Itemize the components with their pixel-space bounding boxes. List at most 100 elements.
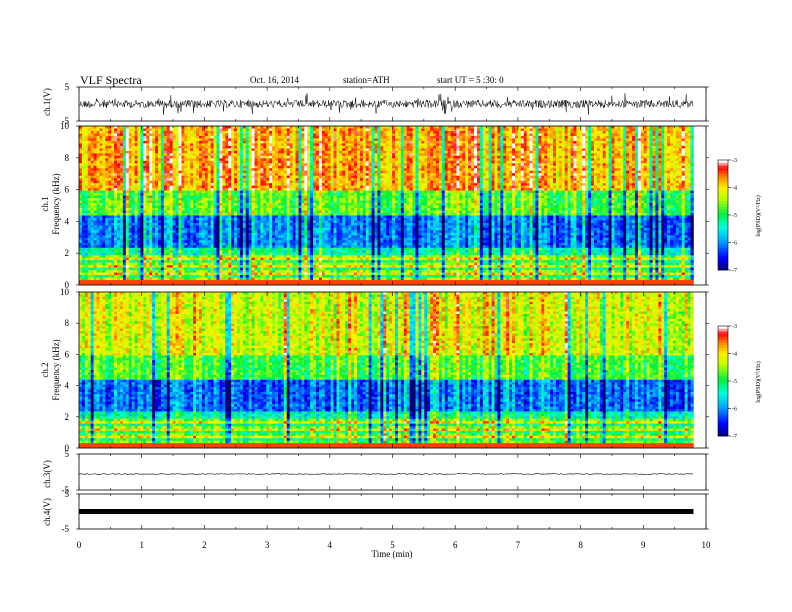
spectrogram-cell	[187, 168, 191, 172]
spectrogram-cell	[225, 126, 229, 129]
spectrogram-cell	[108, 225, 112, 229]
spectrogram-cell	[275, 235, 279, 239]
spectrogram-cell	[193, 163, 197, 167]
spectrogram-cell	[248, 265, 252, 268]
spectrogram-cell	[111, 128, 115, 132]
spectrogram-cell	[108, 133, 112, 137]
spectrogram-cell	[79, 265, 83, 268]
spectrogram-cell	[301, 280, 305, 283]
spectrogram-cell	[158, 255, 162, 258]
spectrogram-cell	[181, 215, 185, 219]
spectrogram-cell	[166, 275, 171, 278]
spectrogram-cell	[184, 225, 188, 229]
spectrogram-cell	[292, 225, 296, 229]
spectrogram-cell	[201, 245, 206, 249]
spectrogram-cell	[295, 178, 299, 181]
spectrogram-cell	[213, 130, 217, 134]
spectrogram-cell	[111, 235, 115, 239]
spectrogram-cell	[175, 270, 179, 273]
spectrogram-cell	[184, 207, 188, 211]
spectrogram-cell	[242, 265, 247, 268]
spectrogram-cell	[149, 272, 153, 276]
spectrogram-cell	[204, 260, 209, 263]
spectrogram-cell	[128, 168, 132, 172]
spectrogram-cell	[169, 185, 173, 189]
spectrogram-cell	[251, 175, 255, 179]
spectrogram-cell	[301, 160, 305, 164]
spectrogram-cell	[122, 232, 127, 236]
spectrogram-cell	[257, 175, 261, 179]
spectrogram-cell	[175, 145, 179, 149]
spectrogram-cell	[286, 130, 290, 134]
spectrogram-cell	[79, 232, 83, 236]
spectrogram-cell	[131, 178, 135, 181]
spectrogram-cell	[231, 178, 235, 181]
spectrogram-cell	[242, 190, 247, 194]
spectrogram-cell	[263, 255, 267, 258]
spectrogram-cell	[184, 150, 188, 154]
spectrogram-cell	[158, 240, 162, 244]
spectrogram-cell	[283, 215, 288, 219]
spectrogram-cell	[108, 138, 112, 142]
spectrogram-cell	[111, 183, 115, 186]
spectrogram-cell	[143, 203, 147, 206]
spectrogram-cell	[266, 183, 270, 186]
spectrogram-cell	[210, 135, 214, 139]
spectrogram-cell	[216, 158, 220, 162]
spectrogram-cell	[122, 200, 127, 204]
spectrogram-cell	[245, 257, 250, 261]
spectrogram-cell	[149, 247, 153, 251]
spectrogram-cell	[169, 222, 173, 226]
spectrogram-cell	[111, 267, 115, 271]
spectrogram-cell	[239, 210, 244, 214]
spectrogram-cell	[272, 272, 276, 276]
spectrogram-cell	[263, 282, 267, 286]
spectrogram-cell	[96, 198, 100, 201]
spectrogram-cell	[125, 133, 130, 137]
spectrogram-cell	[222, 145, 226, 149]
spectrogram-cell	[269, 225, 273, 229]
spectrogram-cell	[245, 143, 250, 147]
spectrogram-cell	[84, 140, 89, 144]
spectrogram-cell	[87, 230, 92, 234]
spectrogram-cell	[210, 188, 214, 191]
spectrogram-cell	[128, 160, 132, 164]
spectrogram-cell	[210, 217, 214, 221]
spectrogram-cell	[207, 212, 211, 216]
spectrogram-cell	[114, 183, 118, 186]
panel-ch1-frame	[78, 86, 707, 122]
spectrogram-cell	[143, 185, 147, 189]
spectrogram-cell	[140, 130, 144, 134]
spectrogram-cell	[111, 227, 115, 231]
spectrogram-cell	[163, 252, 168, 256]
spectrogram-cell	[193, 200, 197, 204]
spectrogram-cell	[301, 232, 305, 236]
spectrogram-cell	[166, 168, 171, 172]
spectrogram-cell	[187, 205, 191, 209]
spectrogram-cell	[213, 150, 217, 154]
spectrogram-cell	[260, 185, 264, 189]
spectrogram-cell	[201, 173, 206, 176]
spectrogram-cell	[228, 242, 232, 246]
spectrogram-cell	[152, 140, 156, 144]
spectrogram-cell	[225, 193, 229, 196]
spectrogram-cell	[216, 247, 220, 251]
spectrogram-cell	[251, 282, 255, 286]
spectrogram-cell	[137, 183, 141, 186]
spectrogram-cell	[237, 168, 241, 172]
spectrogram-cell	[272, 138, 276, 142]
spectrogram-cell	[155, 198, 159, 201]
spectrogram-cell	[79, 198, 83, 201]
spectrogram-cell	[152, 272, 156, 276]
spectrogram-cell	[295, 126, 299, 129]
spectrogram-cell	[196, 265, 200, 268]
spectrogram-cell	[280, 203, 285, 206]
spectrogram-cell	[81, 148, 86, 152]
spectrogram-cell	[193, 265, 197, 268]
spectrogram-cell	[149, 205, 153, 209]
spectrogram-cell	[152, 173, 156, 176]
spectrogram-cell	[87, 143, 92, 147]
spectrogram-cell	[207, 128, 211, 132]
spectrogram-cell	[193, 205, 197, 209]
spectrogram-cell	[266, 217, 270, 221]
